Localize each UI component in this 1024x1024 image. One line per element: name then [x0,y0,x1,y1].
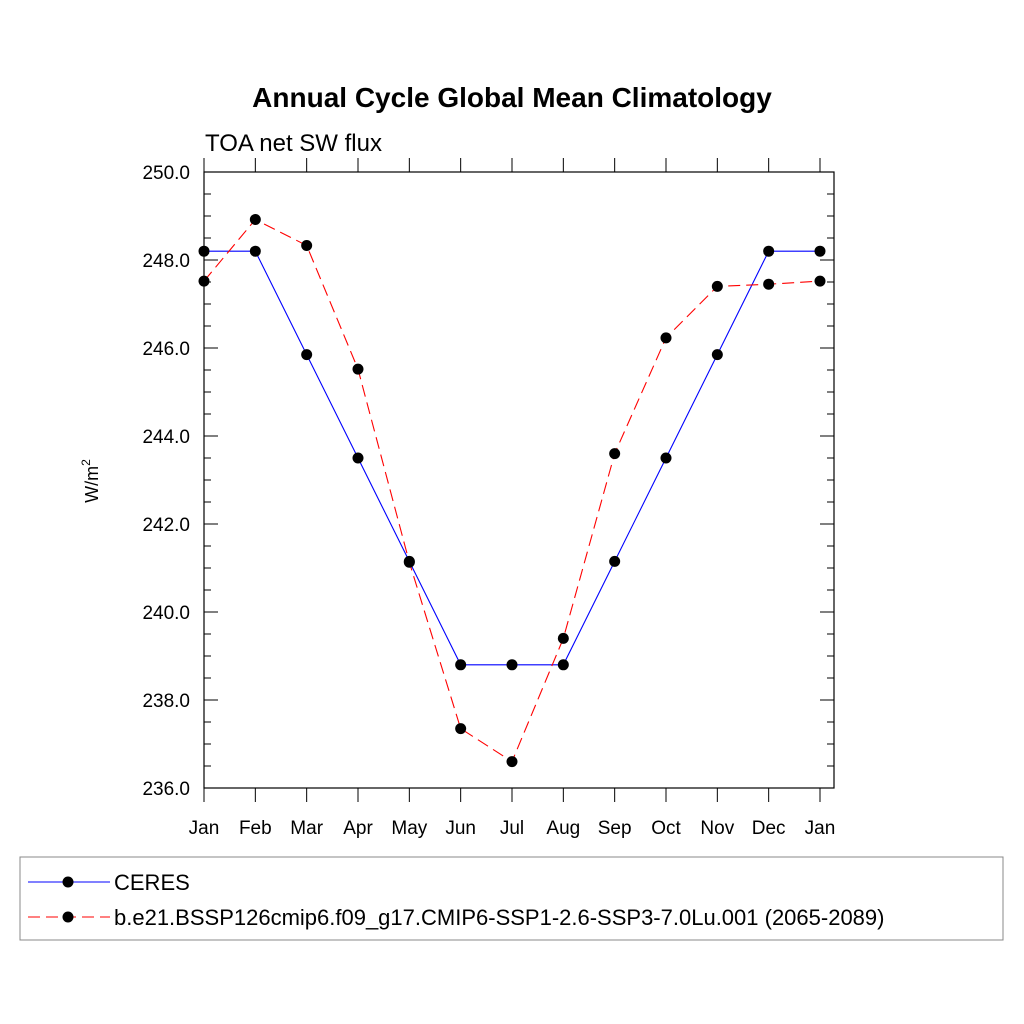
data-point [506,756,518,768]
data-point [301,239,313,251]
legend: CERES b.e21.BSSP126cmip6.f09_g17.CMIP6-SS… [19,856,1004,941]
y-tick-label: 236.0 [142,779,190,800]
tick-marks [203,158,834,802]
y-axis-label-text: W/m [82,466,102,503]
x-tick-labels: Jan Feb Mar Apr May Jun Jul Aug Sep Oct Nov Dec Jan [189,818,836,839]
x-tick-label: Feb [239,818,272,839]
y-tick-label: 240.0 [142,603,190,624]
data-point [198,245,210,257]
y-axis-label-superscript: 2 [79,459,93,466]
x-tick-label: Mar [290,818,323,839]
data-point [352,452,364,464]
data-point [763,278,775,290]
chart-title: Annual Cycle Global Mean Climatology [252,82,772,113]
x-tick-label: Sep [598,818,632,839]
data-point [609,448,621,460]
data-point [455,659,467,671]
x-tick-label: Nov [700,818,734,839]
x-tick-label: Jan [189,818,220,839]
x-tick-label: Aug [546,818,580,839]
series-line [203,218,821,763]
data-point [711,280,723,292]
legend-marker [62,911,74,923]
chart-subtitle: TOA net SW flux [205,130,382,157]
x-tick-label: Jul [500,818,524,839]
series-1-markers [198,245,826,671]
legend-item-1: CERES [28,870,190,895]
data-point [198,275,210,287]
data-point [660,332,672,344]
x-tick-label: Dec [752,818,786,839]
data-point [352,363,364,375]
data-point [711,349,723,361]
legend-item-2: b.e21.BSSP126cmip6.f09_g17.CMIP6-SSP1-2.… [28,905,884,930]
legend-marker [62,876,74,888]
y-tick-label: 250.0 [142,163,190,184]
x-tick-label: Oct [651,818,681,839]
x-tick-label: Jun [445,818,476,839]
legend-label: b.e21.BSSP126cmip6.f09_g17.CMIP6-SSP1-2.… [114,905,884,930]
data-point [249,245,261,257]
series-1 [204,250,820,666]
data-point [557,659,569,671]
data-point [301,349,313,361]
data-point [249,214,261,226]
x-tick-label: May [391,818,427,839]
data-point [660,452,672,464]
x-tick-label: Apr [343,818,373,839]
y-axis-label: W/m2 [79,459,102,503]
y-tick-label: 244.0 [142,427,190,448]
legend-label: CERES [114,870,190,895]
plot-frame [203,171,835,789]
y-tick-label: 238.0 [142,691,190,712]
y-tick-label: 246.0 [142,339,190,360]
x-tick-label: Jan [805,818,836,839]
data-point [609,555,621,567]
svg-text:W/m2: W/m2 [79,459,102,503]
y-tick-label: 242.0 [142,515,190,536]
y-tick-label: 248.0 [142,251,190,272]
series-2-markers [198,214,826,768]
series-line [204,250,820,666]
series-layer [198,214,826,768]
data-point [557,632,569,644]
y-tick-labels: 236.0 238.0 240.0 242.0 244.0 246.0 248.0 250.0 [142,163,190,800]
data-point [763,245,775,257]
data-point [814,275,826,287]
data-point [403,556,415,568]
legend-box [19,856,1004,941]
data-point [506,659,518,671]
series-2 [203,218,821,763]
data-point [814,245,826,257]
axes [203,171,835,789]
data-point [455,723,467,735]
